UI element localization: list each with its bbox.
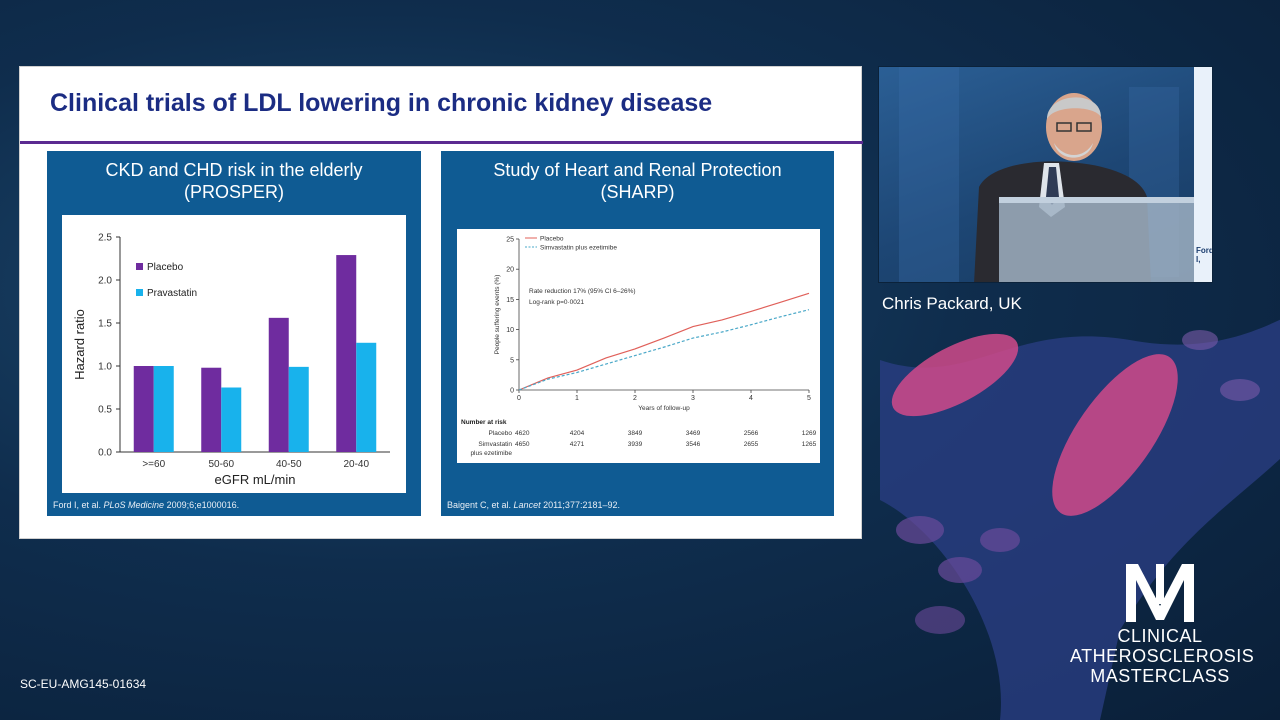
logo-text-line3: MASTERCLASS — [1090, 666, 1230, 686]
risk-table-value: 3939 — [628, 441, 643, 448]
speaker-caption: Chris Packard, UK — [882, 294, 1022, 313]
bar-pravastatin-0 — [153, 366, 174, 452]
projection-screen: Ford I, — [1194, 67, 1213, 282]
y-tick-label: 20 — [506, 267, 514, 274]
line-series-0 — [518, 292, 810, 391]
annotation-rate-reduction: Rate reduction 17% (95% CI 6–26%) — [529, 288, 636, 295]
legend-swatch-pravastatin — [136, 289, 143, 296]
y-tick-label: 10 — [506, 327, 514, 334]
x-axis-title: eGFR mL/min — [215, 472, 296, 487]
title-divider — [20, 141, 863, 144]
annotation-log-rank: Log-rank p=0·0021 — [529, 299, 584, 306]
risk-table-value: 3849 — [628, 430, 643, 437]
y-tick-label: 0.5 — [98, 405, 112, 416]
x-tick-label: 50-60 — [208, 459, 234, 470]
legend-label-pravastatin: Pravastatin — [147, 288, 197, 299]
x-axis-title: Years of follow-up — [638, 405, 690, 412]
logo-text-line1: CLINICAL — [1117, 626, 1203, 646]
sharp-citation-authors: Baigent C, et al. — [447, 500, 514, 510]
prosper-citation-journal: PLoS Medicine — [103, 500, 165, 510]
y-tick-label: 0.0 — [98, 448, 112, 459]
m-logo-icon — [1126, 564, 1194, 622]
risk-table-value: 2566 — [744, 430, 759, 437]
y-axis-title: Hazard ratio — [72, 309, 87, 380]
risk-table-value: 4620 — [515, 430, 530, 437]
sharp-line-chart: 0 5 10 15 20 25 0 1 2 3 4 5 Years of follow-up People… — [461, 236, 817, 458]
x-tick-label: 5 — [807, 395, 811, 402]
bar-placebo-1 — [201, 367, 222, 452]
logo-text-line2: ATHEROSCLEROSIS — [1070, 646, 1255, 666]
bar-pravastatin-3 — [356, 342, 377, 452]
sharp-panel: Study of Heart and Renal Protection (SHA… — [441, 151, 834, 516]
risk-table-value: 4271 — [570, 441, 585, 448]
prosper-panel: CKD and CHD risk in the elderly (PROSPER… — [47, 151, 421, 516]
risk-table-row-label: Placebo — [489, 430, 513, 437]
legend-label-1: Simvastatin plus ezetimibe — [540, 245, 617, 252]
risk-table-header: Number at risk — [461, 419, 507, 426]
sharp-citation: Baigent C, et al. Lancet 2011;377:2181–9… — [447, 500, 620, 510]
y-tick-label: 25 — [506, 237, 514, 244]
masterclass-logo: CLINICAL ATHEROSCLEROSIS MASTERCLASS — [1070, 560, 1255, 686]
bar-pravastatin-2 — [288, 366, 309, 452]
slide-title: Clinical trials of LDL lowering in chron… — [50, 89, 713, 117]
x-tick-label: 40-50 — [276, 459, 302, 470]
prosper-citation-authors: Ford I, et al. — [53, 500, 104, 510]
x-tick-label: 2 — [633, 395, 637, 402]
risk-table-value: 4204 — [570, 430, 585, 437]
x-tick-label: 1 — [575, 395, 579, 402]
y-tick-label: 1.0 — [98, 362, 112, 373]
y-tick-label: 0 — [510, 388, 514, 395]
prosper-bar-chart: 0.0 0.5 1.0 1.5 2.0 2.5 >=60 50-60 40-50 20-40 eGF… — [72, 233, 390, 487]
speaker-video: Ford I, — [878, 66, 1213, 283]
prosper-panel-title: CKD and CHD risk in the elderly (PROSPER… — [47, 159, 421, 203]
prosper-chart-container: 0.0 0.5 1.0 1.5 2.0 2.5 >=60 50-60 40-50 20-40 eGF… — [62, 215, 406, 493]
x-tick-label: 3 — [691, 395, 695, 402]
footer-reference-code: SC-EU-AMG145-01634 — [20, 677, 147, 691]
y-tick-label: 1.5 — [98, 319, 112, 330]
bar-placebo-0 — [133, 366, 154, 452]
x-tick-label: 20-40 — [343, 459, 369, 470]
risk-table-value: 3546 — [686, 441, 701, 448]
x-tick-label: >=60 — [142, 459, 165, 470]
bar-placebo-3 — [336, 255, 357, 452]
bar-pravastatin-1 — [221, 387, 242, 452]
y-axis-title: People suffering events (%) — [494, 275, 501, 355]
legend-label-0: Placebo — [540, 236, 564, 243]
y-tick-label: 2.0 — [98, 276, 112, 287]
speaker-figure — [899, 67, 1212, 282]
sharp-title-line1: Study of Heart and Renal Protection — [493, 160, 782, 180]
risk-table-value: 1269 — [802, 430, 817, 437]
presentation-slide: Clinical trials of LDL lowering in chron… — [19, 66, 863, 539]
sharp-chart-container: 0 5 10 15 20 25 0 1 2 3 4 5 Years of follow-up People… — [457, 229, 820, 463]
projection-screen-text: Ford I, — [1196, 246, 1213, 264]
legend-label-placebo: Placebo — [147, 262, 184, 273]
prosper-title-line1: CKD and CHD risk in the elderly — [105, 160, 363, 180]
x-tick-label: 0 — [517, 395, 521, 402]
risk-table-row-label: Simvastatin — [478, 441, 512, 448]
y-tick-label: 2.5 — [98, 233, 112, 244]
y-tick-label: 5 — [510, 357, 514, 364]
line-series-1 — [518, 309, 810, 391]
blood-vessel-illustration — [880, 319, 1280, 720]
sharp-citation-journal: Lancet — [513, 500, 541, 510]
sharp-panel-title: Study of Heart and Renal Protection (SHA… — [441, 159, 834, 203]
sharp-title-line2: (SHARP) — [600, 182, 675, 202]
prosper-citation: Ford I, et al. PLoS Medicine 2009;6;e100… — [53, 500, 239, 510]
risk-table-value: 3469 — [686, 430, 701, 437]
risk-table-value: 1265 — [802, 441, 817, 448]
legend-swatch-placebo — [136, 263, 143, 270]
risk-table-row-label: plus ezetimibe — [470, 450, 512, 457]
sharp-citation-ref: 2011;377:2181–92. — [540, 500, 620, 510]
risk-table-value: 4650 — [515, 441, 530, 448]
x-tick-label: 4 — [749, 395, 753, 402]
prosper-citation-ref: 2009;6;e1000016. — [164, 500, 240, 510]
risk-table-value: 2655 — [744, 441, 759, 448]
bar-placebo-2 — [268, 317, 289, 452]
y-tick-label: 15 — [506, 297, 514, 304]
prosper-title-line2: (PROSPER) — [183, 182, 284, 202]
